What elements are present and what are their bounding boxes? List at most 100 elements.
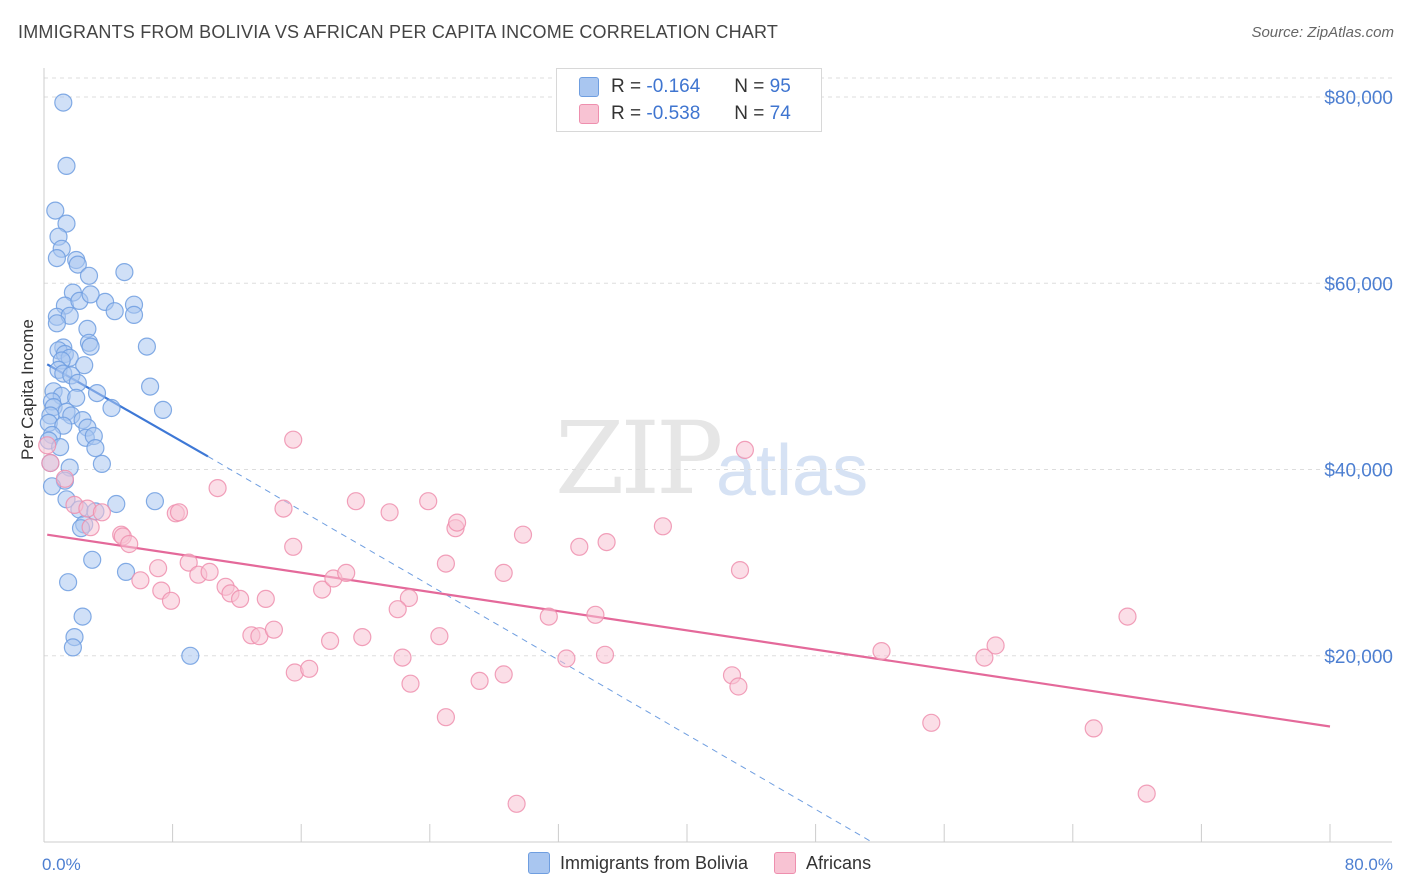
africans-point [557, 649, 576, 668]
bolivia-point [92, 454, 112, 473]
bolivia-point [67, 388, 86, 407]
africans-point [92, 503, 112, 522]
bolivia-point [87, 384, 107, 403]
africans-point [161, 591, 181, 610]
y-tick-label: $20,000 [1324, 647, 1393, 668]
legend-item-bolivia[interactable]: Immigrants from Bolivia [528, 852, 748, 874]
africans-trend-line [47, 533, 1331, 728]
bolivia-point [137, 337, 156, 356]
africans-point [507, 794, 526, 813]
africans-point [388, 600, 407, 619]
legend-label-bolivia: Immigrants from Bolivia [560, 852, 749, 873]
correlation-stats-box: R = -0.164 N = 95 R = -0.538 N = 74 [556, 68, 822, 132]
africans-point [380, 503, 399, 522]
africans-point [346, 492, 365, 511]
chart-title: IMMIGRANTS FROM BOLIVIA VS AFRICAN PER C… [18, 22, 779, 42]
africans-point [975, 648, 994, 667]
africans-point [986, 636, 1005, 655]
watermark-zip: ZIP [555, 400, 723, 517]
africans-point [1137, 784, 1156, 803]
africans-point [494, 665, 513, 684]
africans-point [41, 453, 60, 473]
africans-point [131, 571, 150, 590]
africans-point [730, 560, 750, 580]
bolivia-point [145, 492, 164, 511]
r-label: R = [611, 76, 642, 97]
africans-point [872, 641, 891, 661]
africans-point [595, 645, 615, 664]
tick-labels: $20,000 $40,000 $60,000 $80,000 0.0% 80.0% [42, 88, 1393, 874]
africans-point [570, 537, 589, 556]
africans-point [200, 562, 219, 582]
data-points [38, 93, 1156, 813]
africans-point [399, 588, 418, 608]
africans-point [597, 532, 616, 552]
bolivia-point [102, 398, 121, 418]
bolivia-point [63, 638, 83, 657]
africans-point [321, 631, 340, 651]
bolivia-point [58, 573, 78, 592]
bolivia-point [75, 356, 94, 375]
legend-swatch-bolivia [528, 852, 550, 874]
r-value: -0.538 [646, 103, 701, 124]
legend-swatch-africans [774, 852, 797, 874]
x-tick-label-min: 0.0% [42, 855, 81, 874]
africans-point [430, 627, 449, 646]
bolivia-point [83, 550, 102, 569]
africans-point [337, 563, 356, 583]
africans-swatch [579, 104, 599, 124]
chart-legend: Immigrants from Bolivia Africans [528, 852, 897, 874]
africans-point [419, 492, 438, 511]
africans-point [513, 525, 533, 544]
stats-row-africans: R = -0.538 N = 74 [579, 102, 791, 126]
africans-point [401, 674, 420, 693]
bolivia-point [68, 255, 87, 274]
africans-point [55, 469, 75, 488]
africans-point [81, 518, 100, 537]
africans-point [1118, 607, 1137, 626]
africans-point [393, 648, 412, 667]
africans-point [729, 677, 748, 696]
y-tick-label: $40,000 [1324, 461, 1393, 482]
bolivia-point [86, 439, 105, 458]
bolivia-point [79, 266, 99, 285]
y-tick-label: $80,000 [1324, 88, 1393, 109]
africans-point [264, 620, 283, 639]
africans-point [38, 436, 57, 455]
africans-point [208, 479, 227, 498]
africans-point [169, 503, 189, 522]
n-label: N = [734, 103, 765, 124]
bolivia-point [181, 646, 200, 665]
africans-point [300, 659, 319, 678]
africans-point [494, 563, 513, 583]
africans-point [274, 499, 293, 518]
bolivia-point [73, 607, 92, 626]
africans-point [470, 671, 489, 691]
bolivia-point [81, 337, 100, 356]
bolivia-point [107, 494, 126, 514]
africans-point [735, 440, 755, 459]
africans-point [539, 607, 558, 626]
bolivia-point [47, 314, 67, 333]
bolivia-point [81, 285, 100, 304]
n-value: 95 [769, 76, 791, 97]
africans-point [256, 589, 275, 609]
bolivia-point [116, 562, 136, 582]
bolivia-point [124, 305, 144, 324]
africans-point [922, 713, 941, 732]
bolivia-point [46, 201, 65, 220]
africans-point [149, 559, 168, 578]
africans-point [586, 605, 605, 624]
legend-item-africans[interactable]: Africans [774, 852, 871, 874]
stats-row-bolivia: R = -0.164 N = 95 [579, 75, 791, 99]
legend-label-africans: Africans [806, 852, 872, 873]
n-value: 74 [769, 103, 791, 124]
bolivia-point [57, 156, 76, 175]
bolivia-point [115, 263, 134, 282]
bolivia-point [47, 249, 67, 268]
bolivia-point [105, 302, 124, 321]
africans-point [284, 430, 303, 449]
africans-point [353, 627, 372, 647]
africans-point [436, 708, 455, 727]
